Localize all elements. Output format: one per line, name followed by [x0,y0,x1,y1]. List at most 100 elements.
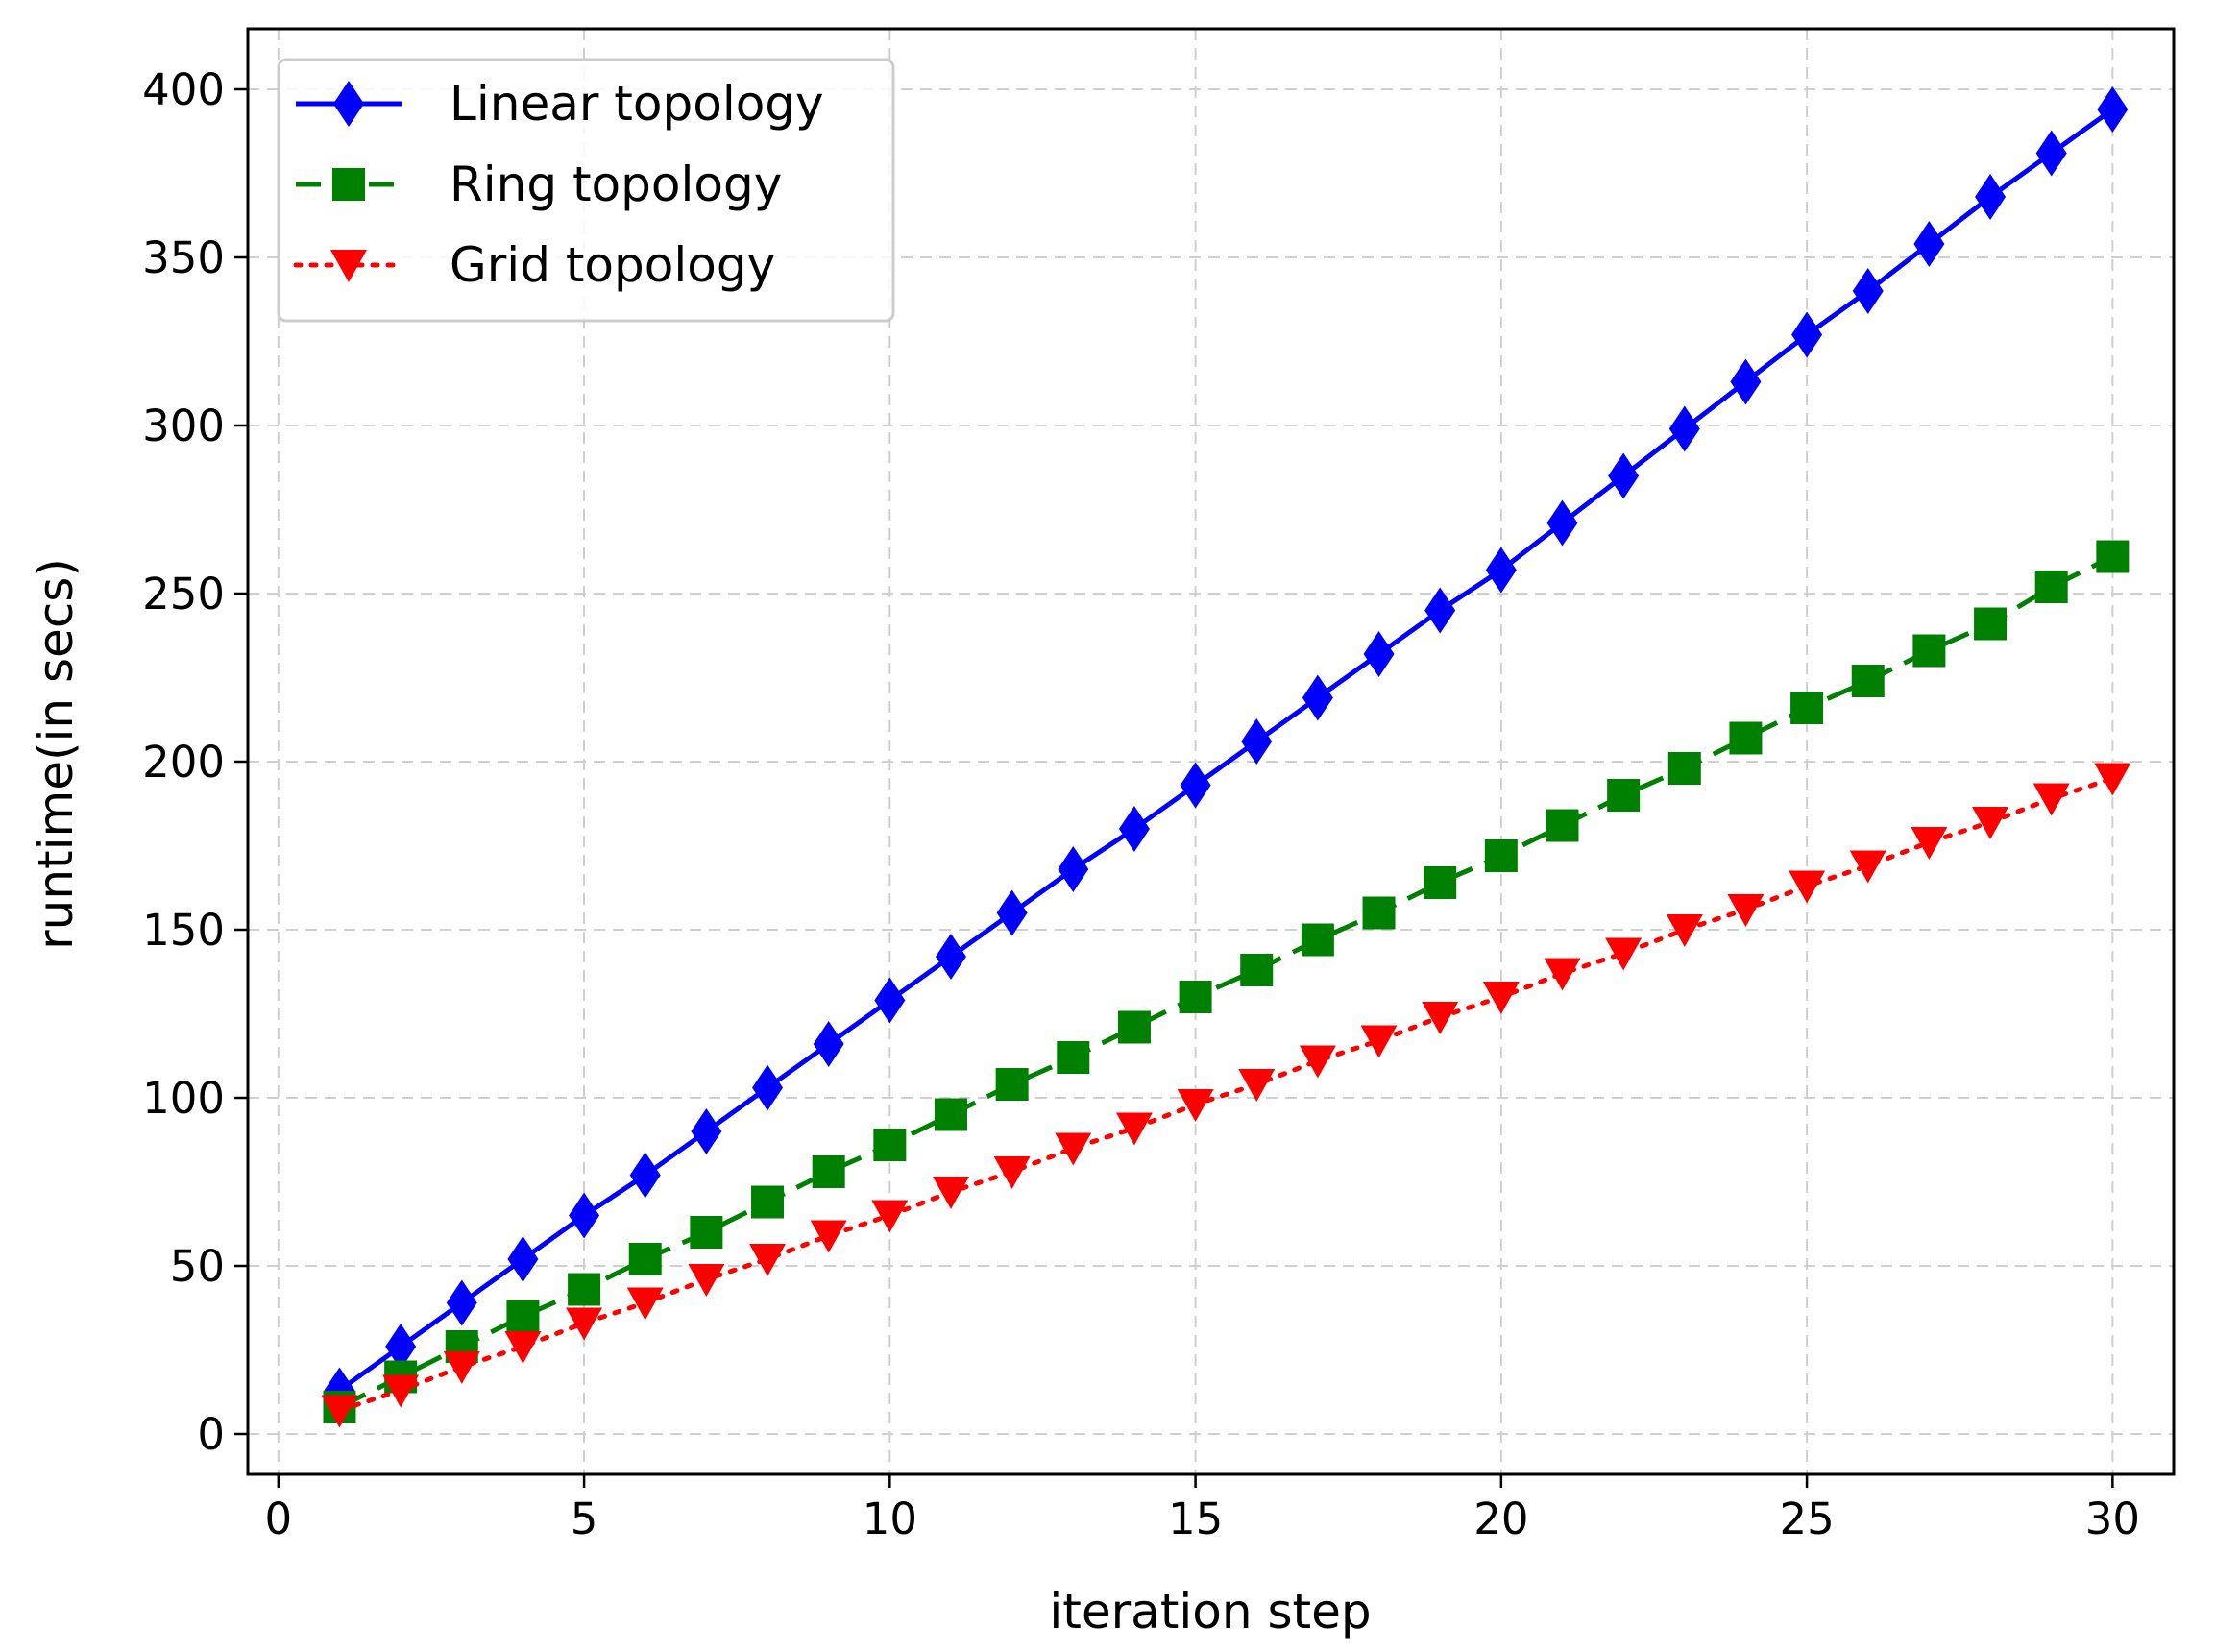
data-point [1115,1112,1153,1146]
data-point [1605,937,1643,971]
data-point [1975,174,2007,220]
data-point [385,1324,417,1370]
data-point [507,1236,539,1282]
data-point [1058,846,1089,892]
data-point [569,1192,600,1239]
data-point [1055,1132,1092,1166]
series-layer [321,86,2131,1428]
legend-box [277,58,895,323]
data-point [1668,405,1700,452]
data-point [2096,540,2130,573]
y-tick-label: 250 [142,569,225,620]
data-point [506,1300,540,1333]
data-point [1240,954,1274,986]
series-line [336,776,2115,1413]
data-point [995,1068,1029,1101]
data-point [749,1244,787,1276]
data-point [812,1155,845,1188]
y-tick-label: 350 [142,232,225,283]
data-point [1362,896,1396,930]
data-point [1608,452,1640,499]
data-point [1912,634,1946,668]
data-point [443,1351,480,1384]
data-point [2034,571,2068,603]
y-tick-label: 0 [197,1409,225,1460]
legend-label: Linear topology [450,76,824,132]
data-point [813,1021,844,1067]
data-point [874,977,906,1024]
data-point [1422,1002,1459,1034]
data-point [1057,1041,1090,1074]
data-point [752,1064,784,1111]
data-point [810,1220,847,1253]
data-point [1972,807,2009,839]
data-point [690,1216,723,1249]
plot-frame [246,27,2176,1476]
legend-marker [332,168,365,201]
data-point [1177,1089,1214,1122]
legend-label: Ring topology [450,157,782,212]
data-point [1546,499,1578,547]
y-tick-label: 200 [142,737,225,788]
y-tick-label: 400 [142,64,225,115]
x-tick-label: 10 [863,1494,917,1544]
data-point [1729,721,1763,755]
data-point [993,1156,1031,1189]
data-point [1179,981,1212,1013]
data-point [1118,806,1150,852]
y-tick-label: 150 [142,905,225,956]
data-point [1791,311,1823,358]
legend-marker [333,81,364,127]
x-axis: 0 5 10 15 20 25 30 [265,1474,2140,1544]
data-point [504,1331,542,1364]
data-point [996,889,1028,936]
x-tick-label: 0 [265,1494,293,1544]
y-tick-label: 300 [142,401,225,451]
legend-marker [330,250,367,282]
data-point [935,934,966,980]
legend: Linear topology Ring topology Grid topolog… [277,58,895,323]
data-point [1302,674,1333,721]
data-point [1974,607,2008,641]
x-tick-label: 5 [571,1494,598,1544]
series-diamond [324,86,2129,1414]
data-point [1180,762,1211,809]
data-point [2094,763,2131,796]
data-point [1117,1010,1151,1044]
data-point [873,1129,907,1161]
data-point [1301,923,1334,957]
data-point [382,1374,420,1408]
data-point [1424,587,1456,634]
y-tick-label: 100 [142,1073,225,1124]
x-tick-label: 30 [2085,1494,2140,1544]
data-point [1299,1045,1336,1079]
data-point [626,1287,664,1321]
legend-entry: Linear topology [296,76,824,132]
data-point [629,1152,661,1199]
data-point [446,1279,477,1326]
data-point [1911,827,1948,860]
data-point [1666,914,1703,947]
data-point [1238,1069,1276,1102]
data-point [628,1243,662,1275]
data-point [751,1185,785,1219]
data-point [934,1098,967,1131]
x-tick-label: 15 [1168,1494,1223,1544]
data-point [932,1177,969,1209]
data-point [1913,221,1945,267]
legend-entry: Grid topology [293,237,775,293]
data-point [1546,809,1579,842]
data-point [1241,718,1273,765]
data-point [1424,866,1457,899]
series-triangle-down [321,763,2131,1428]
data-point [568,1273,601,1306]
data-point [1485,547,1517,594]
data-point [1484,839,1518,872]
data-point [1482,982,1520,1014]
series-square [323,540,2130,1423]
data-point [1607,779,1641,812]
series-line [338,554,2114,1410]
data-point [1789,870,1826,904]
data-point [1730,358,1762,405]
data-point [1790,692,1824,724]
